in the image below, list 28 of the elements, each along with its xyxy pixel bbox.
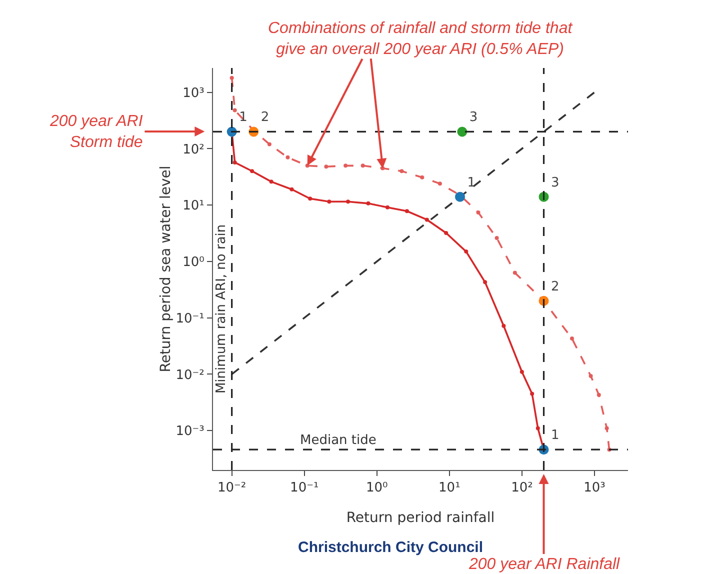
series-label: 1 bbox=[467, 175, 476, 190]
series-label: 3 bbox=[469, 110, 478, 126]
x-tick-label: 10² bbox=[511, 480, 533, 496]
text: 200 year ARI Rainfall bbox=[468, 556, 620, 573]
x-tick-label: 10³ bbox=[584, 480, 606, 496]
y-tick-label: 10¹ bbox=[182, 198, 204, 214]
text: Christchurch City Council bbox=[298, 539, 484, 556]
y-axis-title: Return period sea water level bbox=[158, 166, 174, 372]
y-tick-label: 10⁰ bbox=[182, 255, 204, 270]
series-label: 2 bbox=[551, 279, 560, 294]
text: 1 bbox=[551, 428, 560, 444]
x-tick-label: 10⁻² bbox=[218, 480, 246, 496]
text: 2 bbox=[260, 110, 270, 126]
x-axis-title: Return period rainfall bbox=[346, 510, 495, 526]
x-tick-label: 10¹ bbox=[438, 480, 460, 496]
y-tick-label: 10³ bbox=[182, 86, 204, 101]
text: 1 bbox=[239, 110, 248, 126]
y-tick-label: 10⁻³ bbox=[176, 424, 204, 440]
ref-line-label: Minimum rain ARI, no rain bbox=[214, 224, 230, 394]
text: 200 year ARI Storm tide bbox=[49, 113, 144, 151]
x-tick-label: 10⁻¹ bbox=[290, 480, 319, 496]
ref-line-label: Median tide bbox=[300, 433, 376, 448]
text: 3 bbox=[551, 175, 560, 190]
y-tick-label: 10⁻² bbox=[176, 368, 204, 383]
y-tick-label: 10² bbox=[182, 142, 204, 158]
y-tick-label: 10⁻¹ bbox=[176, 311, 204, 326]
annotation: Combinations of rainfall and storm tide that give an overall 200 year ARI (0.5% AEP) bbox=[268, 20, 573, 58]
x-tick-label: 10⁰ bbox=[366, 480, 388, 496]
